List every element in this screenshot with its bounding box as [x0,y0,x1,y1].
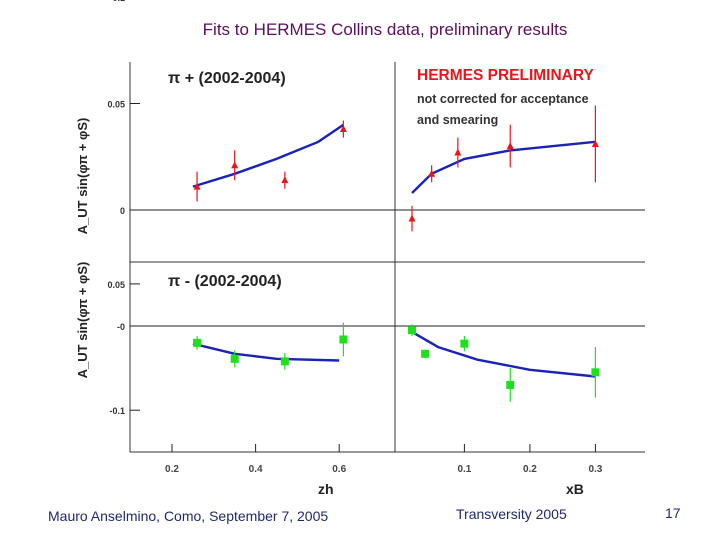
x-tick-label: 0.3 [588,464,602,475]
data-point-pi-plus [339,125,347,133]
footer-conference: Transversity 2005 [456,506,567,522]
x-tick-label: 0.1 [457,464,471,475]
data-point-pi-plus [281,176,289,184]
fit-curve [411,330,596,378]
y-tick-label: 0.05 [107,280,125,290]
acceptance-note: not corrected for acceptance [417,92,589,106]
pi-plus-label: π + (2002-2004) [168,70,286,87]
data-point-pi-minus [280,357,289,366]
fit-curve [192,342,340,362]
data-point-pi-minus [421,349,430,358]
pi-minus-label: π - (2002-2004) [168,273,282,290]
data-point-pi-plus [428,169,436,177]
data-point-pi-minus [339,335,348,344]
y-axis-label-top: A_UT sin(φπ + φS) [75,118,90,235]
data-point-pi-plus [193,182,201,190]
x-axis-label-xb: xB [566,481,584,497]
slide-title: Fits to HERMES Collins data, preliminary… [202,20,568,39]
data-point-pi-plus [506,142,514,150]
data-point-pi-plus [231,161,239,169]
y-tick-label: -0 [117,322,125,332]
x-tick-label: 0.2 [165,464,179,475]
data-point-pi-minus [408,326,416,335]
y-tick-label: -0.1 [109,406,125,416]
y-tick-label: 0.1 [112,0,125,3]
smearing-note: and smearing [417,113,498,127]
page-number: 17 [665,505,681,521]
data-point-pi-minus [193,338,202,347]
y-tick-label: 0.05 [107,100,125,110]
data-point-pi-minus [460,339,469,348]
data-point-pi-minus [591,368,600,377]
x-tick-label: 0.6 [332,464,346,475]
y-axis-label-bottom: A_UT sin(φπ + φS) [75,262,90,379]
fit-curve [411,140,596,194]
x-axis-label-zh: zh [318,481,334,497]
fit-curve [192,123,345,188]
footer-author: Mauro Anselmino, Como, September 7, 2005 [48,508,329,524]
x-tick-label: 0.2 [523,464,537,475]
x-tick-label: 0.4 [249,464,263,475]
data-point-pi-minus [506,380,515,389]
y-tick-label: 0 [120,206,125,216]
data-point-pi-plus [408,214,416,222]
data-point-pi-minus [230,354,239,363]
hermes-preliminary-label: HERMES PRELIMINARY [417,67,594,84]
data-point-pi-plus [454,148,462,156]
data-point-pi-plus [591,139,599,147]
